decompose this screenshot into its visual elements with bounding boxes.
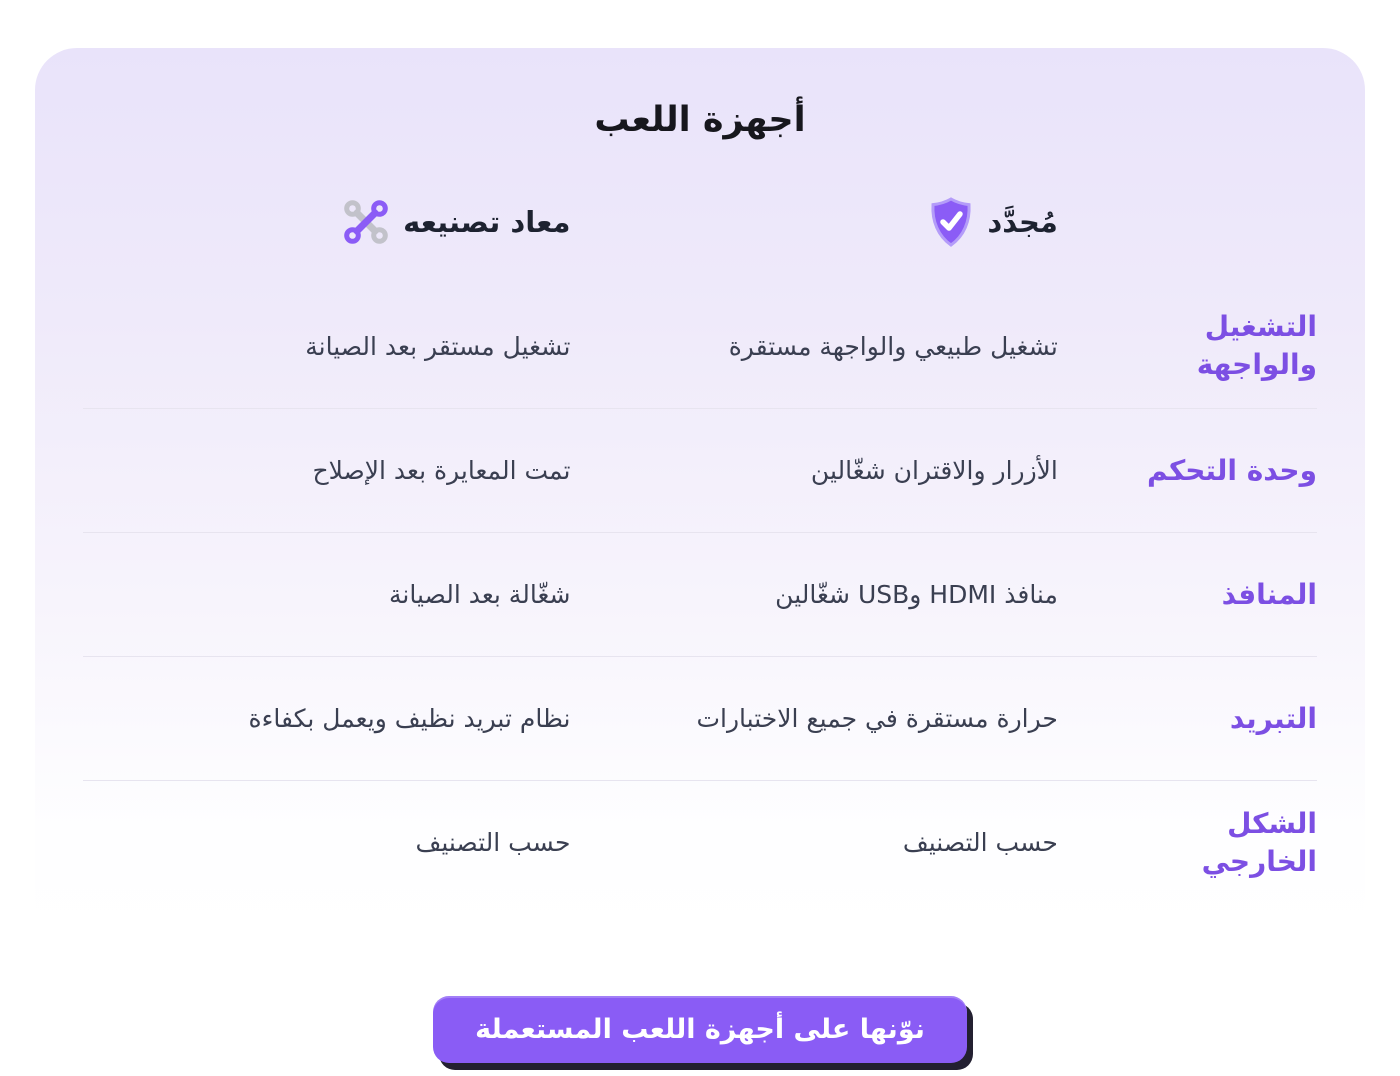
cell-remanufactured: تشغيل مستقر بعد الصيانة — [305, 331, 571, 361]
used-consoles-cta-button[interactable]: نوّنها على أجهزة اللعب المستعملة — [433, 996, 967, 1063]
column-header-remanufactured-label: معاد تصنيعه — [403, 205, 571, 239]
column-header-remanufactured: معاد تصنيعه — [83, 199, 570, 245]
column-header-refurbished: مُجدَّد — [570, 197, 1058, 247]
cta-container: نوّنها على أجهزة اللعب المستعملة — [0, 996, 1400, 1063]
cell-remanufactured: نظام تبريد نظيف ويعمل بكفاءة — [248, 704, 571, 733]
comparison-table: التشغيل والواجهة تشغيل طبيعي والواجهة مس… — [83, 284, 1317, 904]
table-row: التبريد حرارة مستقرة في جميع الاختبارات … — [83, 656, 1317, 780]
shield-check-icon — [929, 197, 973, 247]
page-title: أجهزة اللعب — [594, 100, 806, 140]
cell-refurbished: تشغيل طبيعي والواجهة مستقرة — [728, 331, 1058, 361]
cell-remanufactured: حسب التصنيف — [415, 828, 571, 857]
row-label: وحدة التحكم — [1147, 453, 1317, 487]
cell-refurbished: منافذ HDMI وUSB شغّالين — [775, 580, 1058, 609]
row-label: التشغيل والواجهة — [1196, 310, 1317, 381]
table-row: وحدة التحكم الأزرار والاقتران شغّالين تم… — [83, 408, 1317, 532]
table-row: الشكل الخارجي حسب التصنيف حسب التصنيف — [83, 780, 1317, 904]
cell-refurbished: الأزرار والاقتران شغّالين — [810, 456, 1058, 485]
cell-remanufactured: تمت المعايرة بعد الإصلاح — [312, 456, 571, 485]
cell-remanufactured: شغّالة بعد الصيانة — [389, 580, 571, 609]
row-label: التبريد — [1229, 701, 1317, 735]
column-header-row: مُجدَّد معاد تصنيعه — [83, 174, 1317, 270]
column-header-refurbished-label: مُجدَّد — [987, 205, 1058, 239]
row-label: الشكل الخارجي — [1201, 806, 1317, 878]
cell-refurbished: حرارة مستقرة في جميع الاختبارات — [696, 704, 1058, 733]
comparison-card: أجهزة اللعب مُجدَّد معاد تصنيعه — [35, 48, 1365, 940]
cell-refurbished: حسب التصنيف — [902, 828, 1058, 857]
table-row: المنافذ منافذ HDMI وUSB شغّالين شغّالة ب… — [83, 532, 1317, 656]
crossed-wrenches-icon — [343, 199, 389, 245]
table-row: التشغيل والواجهة تشغيل طبيعي والواجهة مس… — [83, 284, 1317, 408]
row-label: المنافذ — [1221, 577, 1317, 611]
